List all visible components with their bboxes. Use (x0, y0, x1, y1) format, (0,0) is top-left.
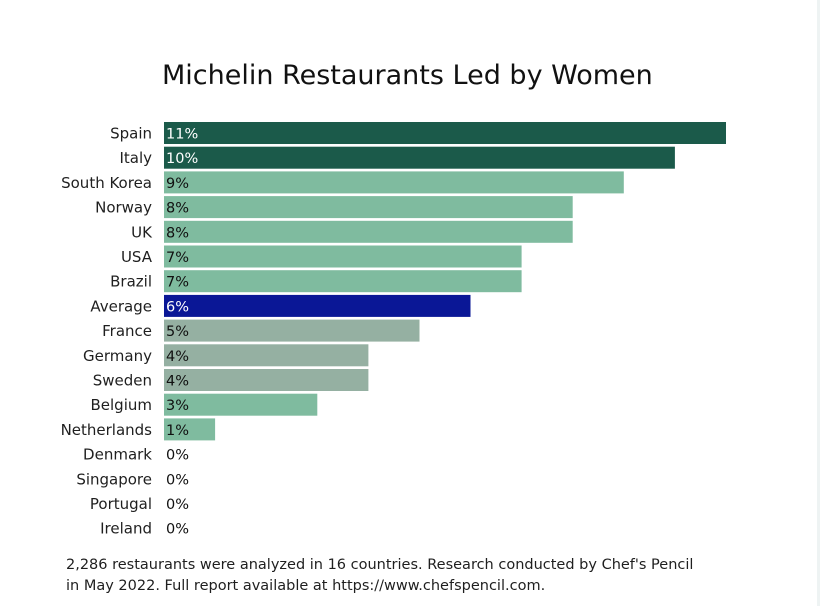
value-label: 4% (166, 349, 189, 365)
value-label: 5% (166, 324, 189, 340)
bar-netherlands (164, 418, 216, 441)
value-label: 1% (166, 423, 189, 439)
category-label: Belgium (91, 396, 153, 414)
chart-title: Michelin Restaurants Led by Women (162, 60, 653, 91)
value-label: 11% (166, 127, 198, 143)
category-label: Brazil (110, 273, 152, 291)
value-label: 6% (166, 299, 189, 315)
bar-average (164, 294, 471, 317)
value-label: 10% (166, 151, 198, 167)
category-label: Norway (95, 199, 152, 217)
category-label: USA (121, 248, 153, 266)
value-label: 9% (166, 176, 189, 192)
bar-south-korea (164, 171, 624, 194)
category-label: UK (131, 223, 153, 241)
bar-brazil (164, 270, 522, 293)
value-label: 4% (166, 374, 189, 390)
bar-italy (164, 146, 675, 169)
bar-france (164, 319, 420, 342)
category-label: Spain (110, 125, 152, 143)
bar-usa (164, 245, 522, 268)
category-label: Italy (119, 149, 152, 167)
category-label: Ireland (100, 520, 152, 538)
bar-germany (164, 344, 369, 367)
value-label: 0% (166, 522, 189, 538)
value-label: 7% (166, 250, 189, 266)
footnote: 2,286 restaurants were analyzed in 16 co… (66, 557, 694, 594)
bar-spain (164, 122, 726, 144)
bar-sweden (164, 369, 369, 391)
value-label: 0% (166, 448, 189, 464)
value-label: 0% (166, 497, 189, 513)
category-label: Germany (83, 347, 152, 365)
category-label: Sweden (93, 372, 152, 390)
value-label: 8% (166, 201, 189, 217)
category-label: Singapore (76, 470, 152, 488)
category-label: Average (90, 297, 152, 315)
right-border (817, 0, 820, 606)
category-label: Denmark (83, 446, 152, 464)
bar-norway (164, 196, 573, 219)
category-label: South Korea (61, 174, 152, 192)
value-label: 8% (166, 225, 189, 241)
value-label: 7% (166, 275, 189, 291)
category-label: Portugal (90, 495, 152, 513)
category-label: Netherlands (61, 421, 153, 439)
bar-belgium (164, 393, 318, 416)
category-label: France (102, 322, 152, 340)
value-label: 3% (166, 398, 189, 414)
value-label: 0% (166, 472, 189, 488)
bar-uk (164, 220, 573, 243)
